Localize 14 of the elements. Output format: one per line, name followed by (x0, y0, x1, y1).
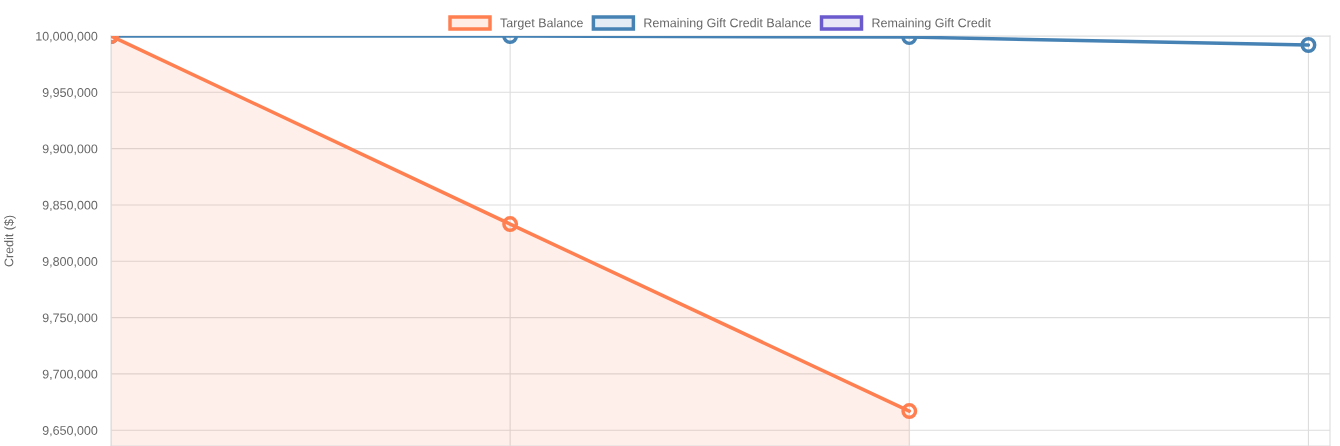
y-tick-label: 9,900,000 (42, 144, 98, 155)
y-tick-label: 10,000,000 (36, 31, 98, 43)
y-tick-label: 9,800,000 (42, 257, 98, 268)
point (502, 216, 519, 233)
y-tick-label: 9,750,000 (42, 313, 98, 324)
y-tick-label: 9,950,000 (42, 88, 98, 99)
y-tick-label: 9,700,000 (42, 369, 98, 381)
legend-label: Target Balance (500, 18, 583, 30)
point (901, 403, 918, 420)
y-axis-title: Credit ($) (3, 215, 16, 267)
legend-label: Remaining Gift Credit (872, 18, 991, 30)
y-tick-label: 9,650,000 (42, 426, 98, 437)
legend-label: Remaining Gift Credit Balance (644, 18, 811, 30)
y-tick-label: 9,850,000 (42, 200, 98, 212)
